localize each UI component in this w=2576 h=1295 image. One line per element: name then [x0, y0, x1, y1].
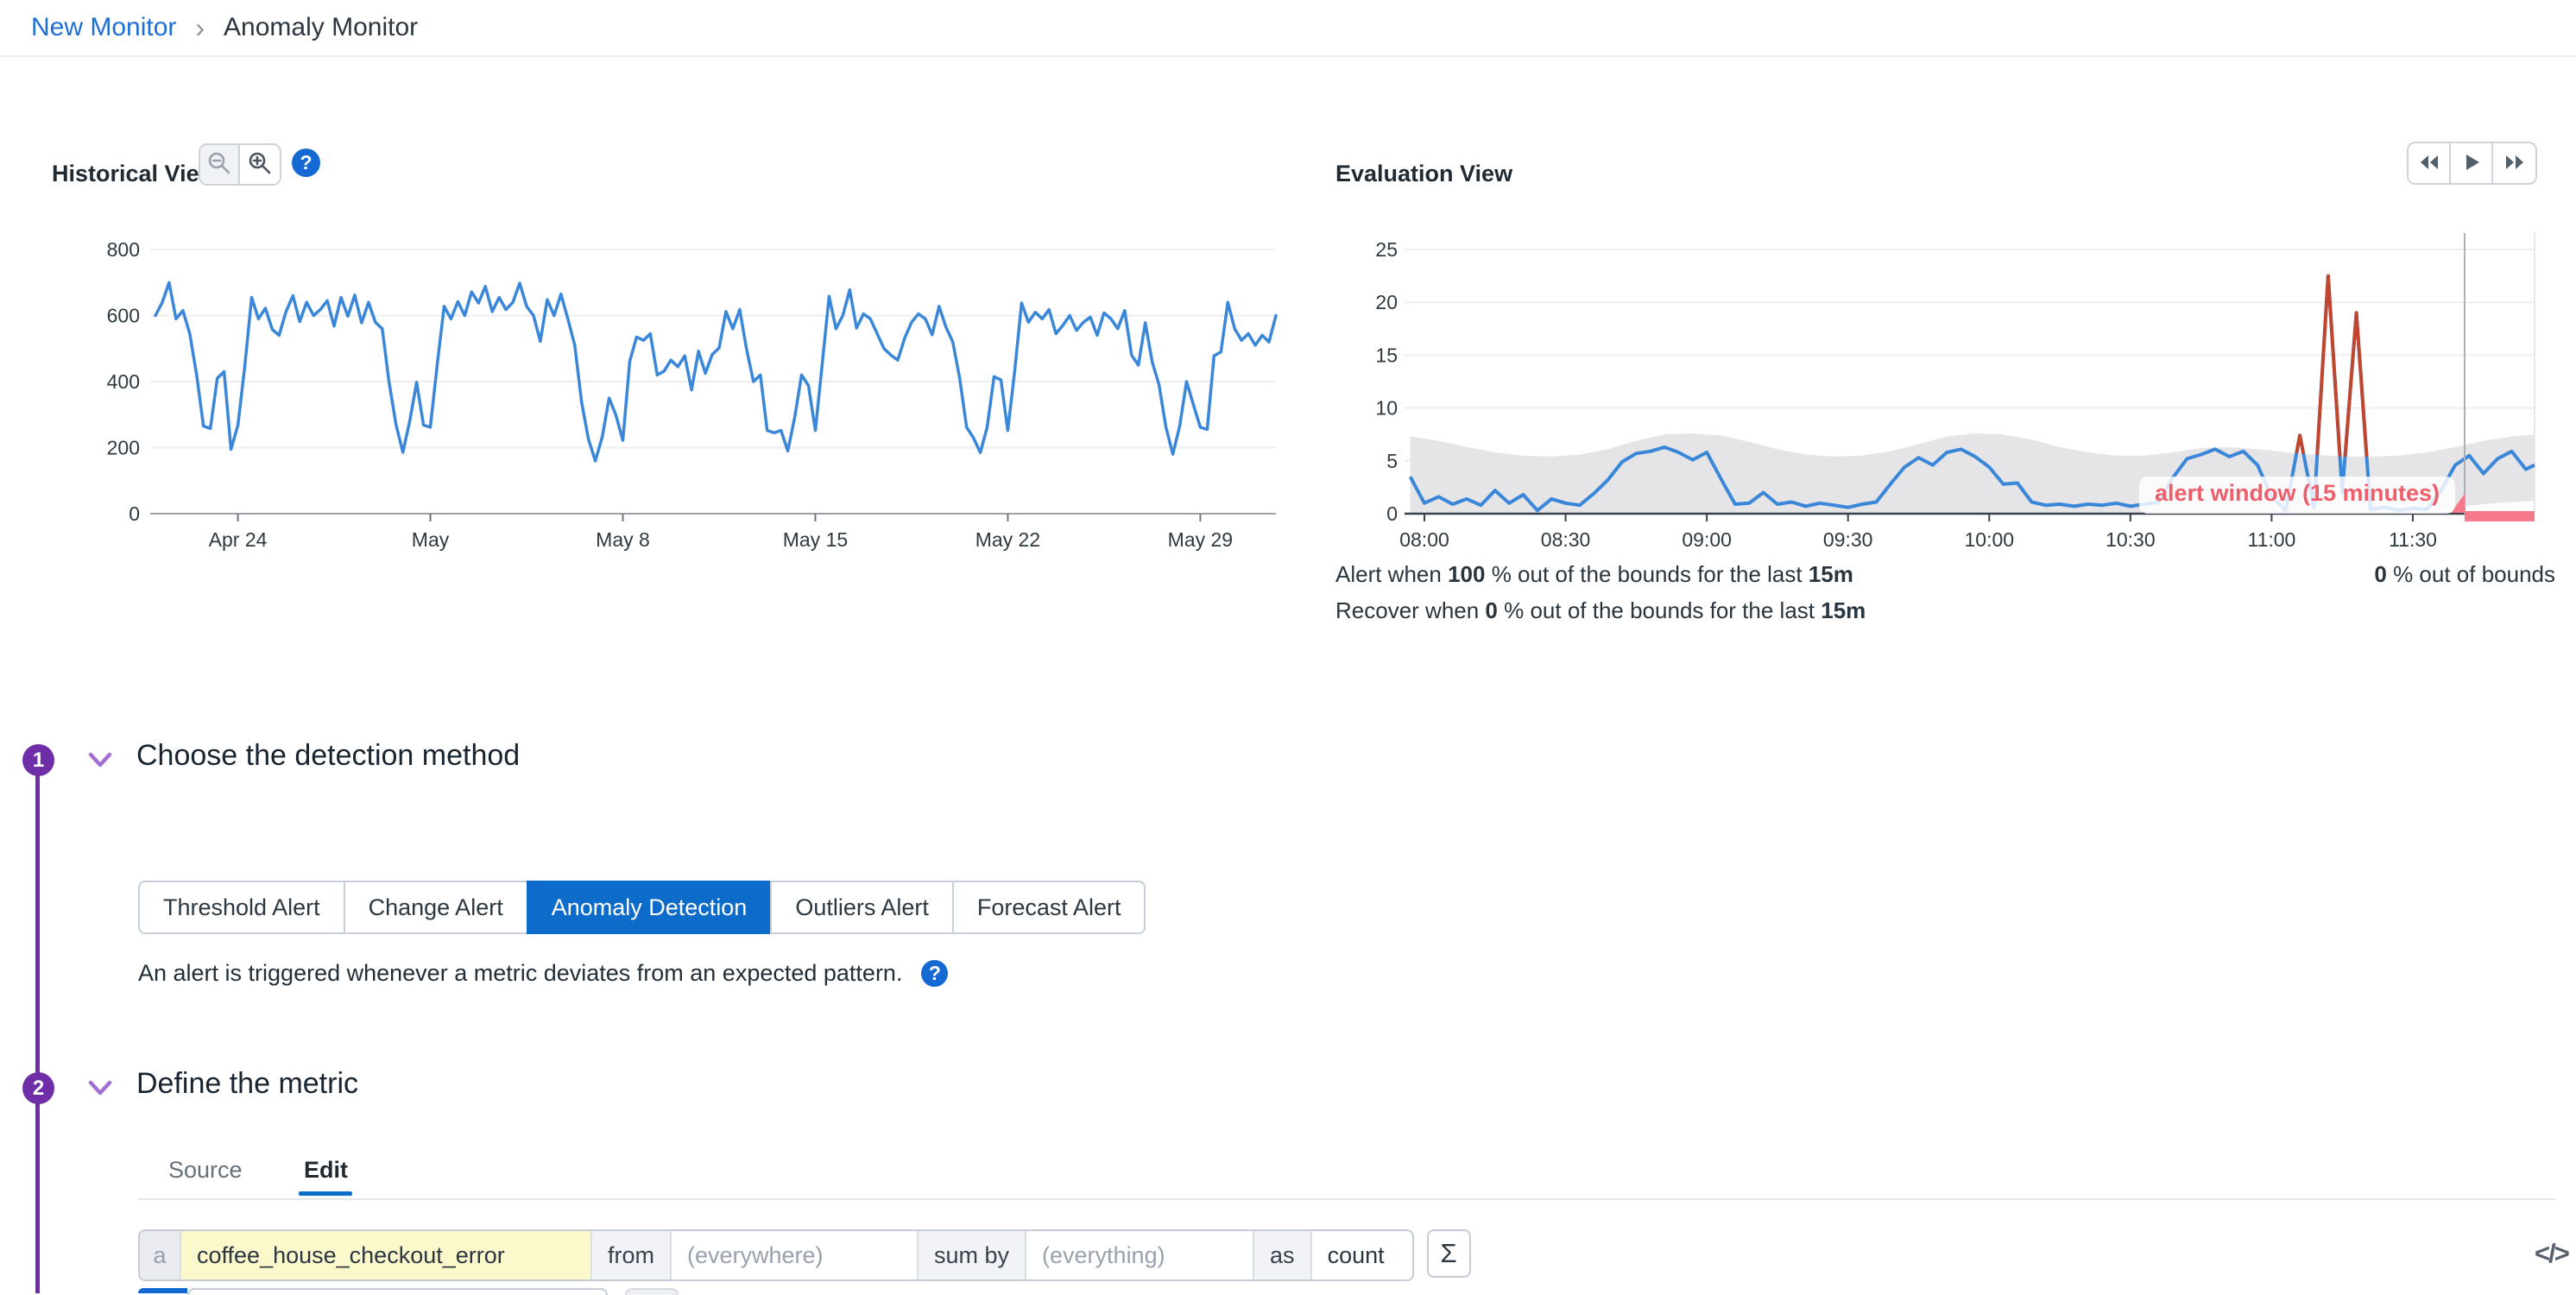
svg-text:May 29: May 29	[1168, 528, 1233, 551]
chevron-down-icon	[88, 752, 112, 768]
alert-window-label: alert window (15 minutes)	[2138, 477, 2455, 514]
breadcrumb-current: Anomaly Monitor	[224, 13, 419, 41]
code-view-toggle[interactable]: </>	[2535, 1238, 2570, 1269]
svg-text:10:30: 10:30	[2106, 528, 2156, 551]
historical-zoom-controls	[199, 143, 281, 186]
historical-view-header: Historical View	[52, 161, 218, 187]
svg-text:Apr 24: Apr 24	[209, 528, 268, 551]
tab-divider	[138, 1198, 2555, 1200]
fast-forward-button[interactable]	[2493, 143, 2535, 183]
detection-change-alert-button[interactable]: Change Alert	[343, 881, 527, 934]
formula-input[interactable]	[187, 1288, 608, 1295]
group-by-input[interactable]: (everything)	[1026, 1231, 1255, 1279]
svg-text:09:30: 09:30	[1823, 528, 1873, 551]
svg-text:20: 20	[1375, 291, 1398, 313]
breadcrumb: New Monitor › Anomaly Monitor	[0, 0, 2576, 57]
detection-outliers-alert-button[interactable]: Outliers Alert	[770, 881, 952, 934]
fast-forward-icon	[2502, 149, 2528, 178]
svg-text:May 15: May 15	[783, 528, 848, 551]
svg-text:400: 400	[107, 370, 140, 393]
alert-condition-text: Alert when 100 % out of the bounds for t…	[1335, 561, 1853, 587]
tab-source[interactable]: Source	[168, 1157, 243, 1183]
section-2-collapse-chevron[interactable]	[86, 1077, 114, 1102]
detection-help-icon[interactable]: ?	[921, 960, 949, 987]
step-1-badge: 1	[22, 744, 54, 776]
svg-text:10:00: 10:00	[1965, 528, 2015, 551]
rewind-button[interactable]	[2409, 143, 2451, 183]
svg-text:200: 200	[107, 437, 140, 459]
zoom-in-icon	[248, 151, 272, 178]
rewind-icon	[2416, 149, 2442, 178]
recover-summary-line: Recover when 0 % out of the bounds for t…	[1335, 597, 1866, 623]
zoom-out-icon	[207, 151, 231, 178]
alert-summary-line: Alert when 100 % out of the bounds for t…	[1335, 561, 2555, 588]
play-button[interactable]	[2451, 143, 2493, 183]
zoom-in-button[interactable]	[240, 145, 280, 184]
svg-text:09:00: 09:00	[1682, 528, 1732, 551]
aggregation-select[interactable]: count	[1327, 1241, 1385, 1268]
sigma-function-button[interactable]: Σ	[1426, 1229, 1471, 1278]
partial-formula-row	[138, 1288, 1001, 1295]
evaluation-view-header: Evaluation View	[1335, 161, 1512, 187]
svg-text:600: 600	[107, 305, 140, 327]
svg-text:May 8: May 8	[596, 528, 650, 551]
chevron-down-icon	[88, 1080, 112, 1096]
svg-text:May: May	[412, 528, 450, 551]
as-label: as	[1254, 1231, 1312, 1279]
from-label: from	[592, 1231, 672, 1279]
detection-description: An alert is triggered whenever a metric …	[138, 960, 903, 986]
formula-letter-badge[interactable]	[138, 1288, 187, 1293]
step-2-badge: 2	[22, 1072, 54, 1104]
svg-text:May 22: May 22	[975, 528, 1040, 551]
section-1-title: Choose the detection method	[136, 739, 521, 772]
svg-text:0: 0	[1386, 502, 1398, 525]
metric-query-row: a coffee_house_checkout_error from (ever…	[138, 1229, 1471, 1281]
evaluation-playback-controls	[2407, 142, 2537, 185]
query-letter-badge: a	[140, 1231, 181, 1279]
detection-method-group: Threshold Alert Change Alert Anomaly Det…	[138, 881, 1146, 934]
detection-anomaly-detection-button[interactable]: Anomaly Detection	[526, 881, 771, 934]
svg-text:11:30: 11:30	[2389, 528, 2437, 551]
section-2-title: Define the metric	[136, 1067, 358, 1100]
svg-text:25: 25	[1375, 238, 1398, 261]
code-icon: </>	[2535, 1238, 2570, 1268]
from-scope-input[interactable]: (everywhere)	[672, 1231, 919, 1279]
sigma-icon: Σ	[1440, 1238, 1457, 1268]
svg-text:08:30: 08:30	[1541, 528, 1591, 551]
active-tab-indicator	[299, 1191, 352, 1196]
sum-by-label: sum by	[919, 1231, 1027, 1279]
svg-text:11:00: 11:00	[2248, 528, 2296, 551]
svg-text:800: 800	[107, 238, 140, 261]
svg-text:08:00: 08:00	[1399, 528, 1449, 551]
svg-text:5: 5	[1386, 450, 1398, 472]
tab-edit[interactable]: Edit	[304, 1157, 348, 1183]
historical-chart[interactable]: 0 200 400 600 800 Apr 24 May May 8 May 15 May 22 M…	[52, 233, 1278, 561]
detection-threshold-alert-button[interactable]: Threshold Alert	[138, 881, 344, 934]
out-of-bounds-value: 0 % out of bounds	[2374, 561, 2555, 587]
detection-description-row: An alert is triggered whenever a metric …	[138, 960, 949, 987]
step-rail	[35, 775, 40, 1293]
zoom-out-button[interactable]	[200, 145, 240, 184]
svg-text:15: 15	[1375, 344, 1398, 366]
svg-text:0: 0	[129, 502, 140, 525]
metric-query-group: a coffee_house_checkout_error from (ever…	[138, 1229, 1414, 1281]
formula-add-button[interactable]	[625, 1288, 679, 1295]
svg-text:10: 10	[1375, 397, 1398, 420]
section-1-collapse-chevron[interactable]	[86, 749, 114, 774]
breadcrumb-link-new-monitor[interactable]: New Monitor	[31, 13, 177, 41]
metric-name-input[interactable]: coffee_house_checkout_error	[181, 1231, 592, 1279]
evaluation-chart-container: 0 5 10 15 20 25 08:00 08:30 09:00 09:30 10:00 10:30…	[1335, 233, 2576, 561]
breadcrumb-separator-icon: ›	[195, 11, 205, 43]
detection-forecast-alert-button[interactable]: Forecast Alert	[951, 881, 1146, 934]
play-icon	[2459, 149, 2484, 178]
historical-help-icon[interactable]: ?	[292, 148, 320, 177]
evaluation-view-title: Evaluation View	[1335, 161, 1513, 186]
historical-view-title: Historical View	[52, 161, 218, 186]
